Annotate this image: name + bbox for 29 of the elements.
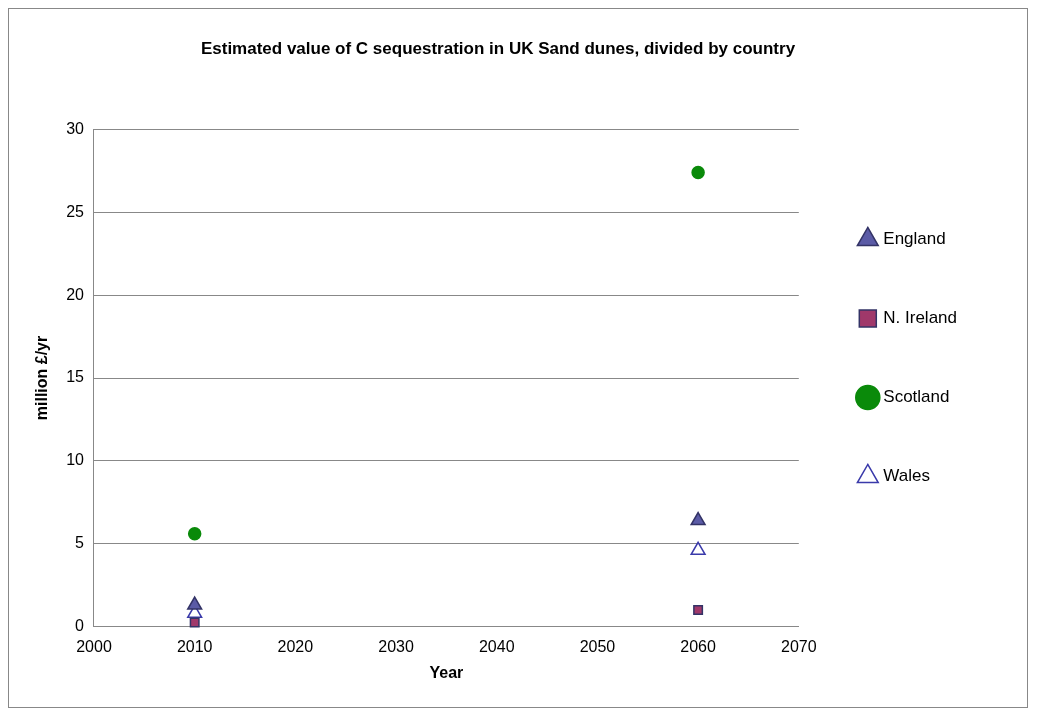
x-tick-label: 2030 bbox=[378, 637, 414, 655]
x-tick-label: 2050 bbox=[579, 637, 616, 655]
x-axis-title: Year bbox=[429, 663, 464, 681]
x-tick-label: 2020 bbox=[277, 637, 314, 655]
x-tick-label: 2010 bbox=[176, 637, 213, 655]
point bbox=[690, 541, 706, 556]
y-tick-label: 5 bbox=[75, 534, 85, 552]
y-axis-title: million £/yr bbox=[33, 335, 51, 421]
x-tick-label: 2000 bbox=[76, 637, 112, 655]
y-tick-label: 20 bbox=[66, 285, 85, 303]
y-tick-label: 0 bbox=[75, 617, 85, 635]
y-tick-label: 15 bbox=[66, 368, 85, 386]
chart-title: Estimated value of C sequestration in UK Sand dunes, divided by country bbox=[200, 38, 796, 58]
y-tick-label: 30 bbox=[66, 119, 85, 137]
point bbox=[693, 605, 704, 616]
y-tick-label: 10 bbox=[66, 451, 85, 469]
legend-label: Scotland bbox=[883, 387, 950, 407]
x-tick-label: 2060 bbox=[680, 637, 717, 655]
legend-label: Wales bbox=[883, 466, 930, 486]
legend-label: England bbox=[883, 229, 946, 249]
x-tick-label: 2070 bbox=[781, 637, 817, 655]
x-tick-label: 2040 bbox=[478, 637, 515, 655]
point bbox=[690, 511, 706, 526]
point bbox=[189, 617, 200, 628]
point bbox=[691, 165, 705, 180]
point bbox=[187, 527, 202, 541]
legend-label: N. Ireland bbox=[883, 308, 957, 328]
y-tick-label: 25 bbox=[66, 202, 85, 220]
point bbox=[187, 596, 203, 610]
